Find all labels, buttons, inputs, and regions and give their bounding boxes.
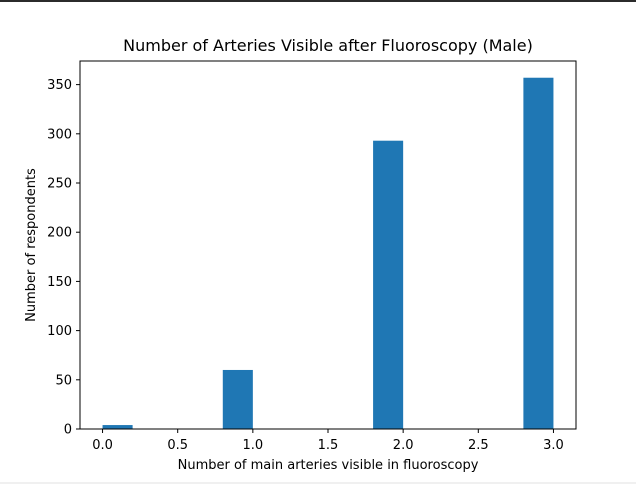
- plot-frame: [79, 60, 577, 430]
- chart-title: Number of Arteries Visible after Fluoros…: [123, 36, 533, 55]
- bar-0: [102, 425, 133, 429]
- y-axis-label: Number of respondents: [24, 168, 39, 322]
- y-tick-label: 350: [47, 78, 72, 93]
- y-tick-label: 150: [47, 275, 72, 290]
- x-tick-label: 0.5: [167, 438, 188, 453]
- x-tick-label: 1.0: [243, 438, 264, 453]
- x-axis-ticks: 0.0 0.5 1.0 1.5 2.0 2.5 3.0: [92, 429, 564, 453]
- x-axis-label: Number of main arteries visible in fluor…: [178, 458, 479, 473]
- y-tick-label: 300: [47, 127, 72, 142]
- y-tick-label: 100: [47, 324, 72, 339]
- x-tick-label: 2.0: [393, 438, 414, 453]
- y-tick-label: 200: [47, 226, 72, 241]
- window-bottom-border: [0, 482, 636, 484]
- x-tick-label: 3.0: [543, 438, 564, 453]
- x-tick-label: 0.0: [92, 438, 113, 453]
- y-axis-ticks: 0 50 100 150 200 250 300 350: [47, 78, 80, 438]
- bar-3: [523, 77, 554, 429]
- y-tick-label: 0: [64, 423, 72, 438]
- bar-2: [373, 140, 404, 429]
- y-tick-label: 250: [47, 177, 72, 192]
- y-tick-label: 50: [55, 373, 72, 388]
- x-tick-label: 1.5: [318, 438, 339, 453]
- x-tick-label: 2.5: [468, 438, 489, 453]
- window-top-border: [0, 0, 636, 2]
- bar-1: [222, 369, 253, 429]
- bars-group: [102, 77, 554, 429]
